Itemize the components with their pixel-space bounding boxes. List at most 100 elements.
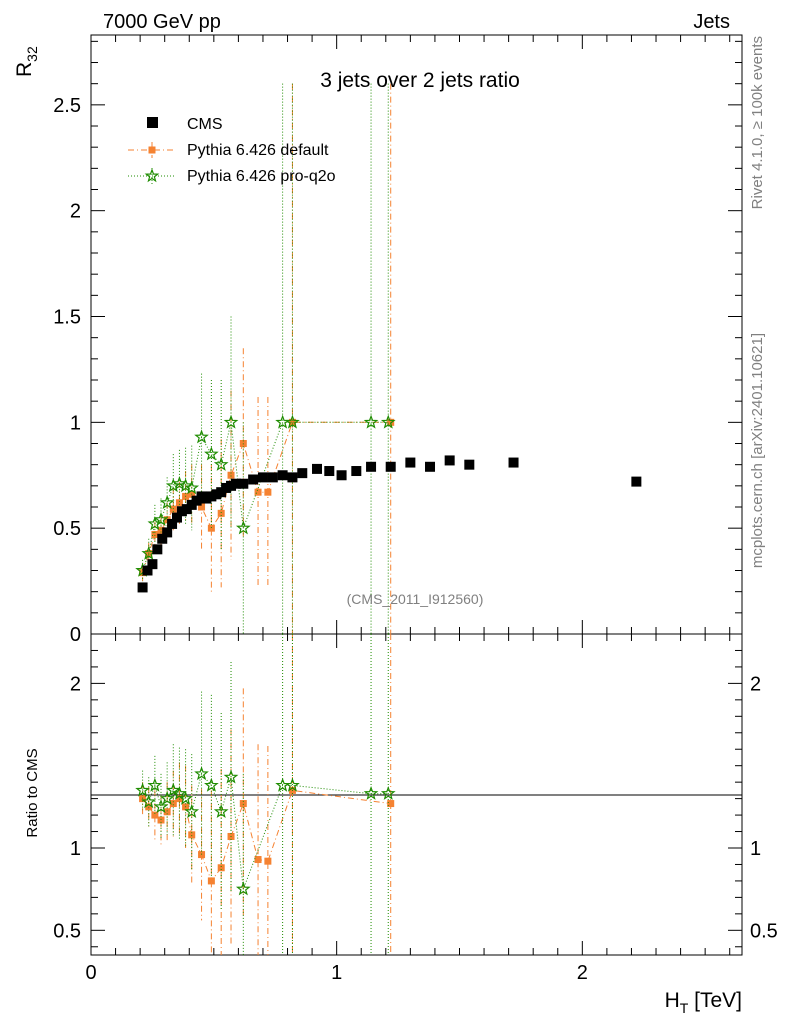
data-point-ratio-proq2o xyxy=(141,794,157,809)
legend-label-proq2o: Pythia 6.426 pro-q2o xyxy=(187,168,336,185)
data-point-cms xyxy=(385,461,396,472)
data-point-ratio-default xyxy=(387,800,395,808)
data-point-main-default xyxy=(151,531,159,539)
data-point-cms xyxy=(162,527,173,538)
rivet-label: Rivet 4.1.0, ≥ 100k events xyxy=(749,36,766,209)
series-line-main-proq2o xyxy=(142,421,389,571)
x-tick-label: 1 xyxy=(331,962,342,984)
data-point-ratio-default xyxy=(264,857,272,865)
legend-label-default: Pythia 6.426 default xyxy=(187,142,329,159)
data-point-cms xyxy=(351,466,362,477)
y-tick-label-ratio: 0.5 xyxy=(53,920,81,942)
legend-marker-default xyxy=(148,146,156,154)
data-point-cms xyxy=(336,470,347,481)
data-point-ratio-proq2o xyxy=(165,782,181,797)
data-point-main-proq2o xyxy=(172,475,187,490)
data-point-main-proq2o xyxy=(178,478,193,493)
data-point-main-default xyxy=(169,505,177,513)
data-point-ratio-proq2o xyxy=(194,766,209,781)
data-point-cms xyxy=(267,472,278,483)
main-panel-marks xyxy=(135,83,642,634)
data-point-ratio-proq2o xyxy=(204,777,219,792)
y-axis-label-ratio: Ratio to CMS xyxy=(24,748,41,837)
data-point-cms xyxy=(405,457,416,468)
data-point-ratio-default xyxy=(157,816,165,824)
data-point-main-default xyxy=(198,503,206,511)
data-point-ratio-default xyxy=(217,864,225,872)
data-point-cms xyxy=(425,461,436,472)
legend-marker-cms xyxy=(147,117,158,128)
legend: CMS Pythia 6.426 default Pythia 6.426 pr… xyxy=(128,116,336,185)
data-point-main-default xyxy=(227,471,235,479)
data-point-main-proq2o xyxy=(194,429,209,444)
data-point-main-default xyxy=(254,488,262,496)
data-point-cms xyxy=(287,472,298,483)
y-tick-label-ratio-right: 2 xyxy=(750,673,761,695)
watermark: (CMS_2011_I912560) xyxy=(347,591,484,607)
y-tick-label-ratio-right: 1 xyxy=(750,838,761,860)
data-point-ratio-proq2o xyxy=(235,881,251,896)
data-point-cms xyxy=(171,512,182,523)
y-tick-label-main: 2.5 xyxy=(53,95,81,117)
data-point-ratio-proq2o xyxy=(178,790,193,805)
y-tick-label-main: 1.5 xyxy=(53,307,81,329)
y-tick-label-main: 0 xyxy=(70,624,81,646)
header-left: 7000 GeV pp xyxy=(103,11,221,33)
data-point-main-proq2o xyxy=(165,478,181,493)
data-point-ratio-default xyxy=(151,811,159,819)
data-point-ratio-proq2o xyxy=(285,777,300,792)
data-point-cms xyxy=(508,457,519,468)
x-tick-label: 2 xyxy=(577,962,588,984)
data-point-cms xyxy=(324,466,335,477)
data-point-cms xyxy=(142,565,153,576)
data-point-cms xyxy=(238,478,249,489)
data-point-cms xyxy=(277,470,288,481)
data-point-ratio-default xyxy=(254,856,262,864)
data-point-main-proq2o xyxy=(223,414,239,429)
data-point-main-default xyxy=(288,418,296,426)
data-point-main-proq2o xyxy=(380,414,396,429)
data-point-ratio-proq2o xyxy=(135,782,150,797)
data-point-ratio-proq2o xyxy=(223,769,239,784)
data-point-main-proq2o xyxy=(184,480,200,495)
data-point-ratio-proq2o xyxy=(213,804,229,819)
data-point-main-default xyxy=(217,509,225,517)
data-point-cms xyxy=(152,544,163,555)
legend-marker-proq2o xyxy=(144,168,160,183)
y-tick-label-ratio: 2 xyxy=(70,673,81,695)
data-point-cms xyxy=(248,474,259,485)
axis-ticks xyxy=(90,35,742,955)
ratio-panel-marks xyxy=(135,634,396,955)
legend-label-cms: CMS xyxy=(187,116,223,133)
data-point-ratio-default xyxy=(188,831,196,839)
data-point-cms xyxy=(157,533,168,544)
data-point-main-proq2o xyxy=(213,456,229,471)
data-point-main-proq2o xyxy=(204,446,219,461)
data-point-cms xyxy=(257,472,268,483)
data-point-ratio-proq2o xyxy=(147,777,163,792)
x-tick-label: 0 xyxy=(85,962,96,984)
data-point-ratio-default xyxy=(207,877,215,885)
data-point-main-proq2o xyxy=(147,516,163,531)
header-right: Jets xyxy=(693,11,730,33)
data-point-ratio-proq2o xyxy=(153,799,169,814)
data-point-ratio-proq2o xyxy=(184,804,200,819)
data-point-main-default xyxy=(264,488,272,496)
data-point-cms xyxy=(312,463,323,474)
data-point-main-default xyxy=(175,499,183,507)
data-point-ratio-default xyxy=(163,808,171,816)
y-tick-label-main: 1 xyxy=(70,412,81,434)
tick-labels: 0 1 200.511.522.50.5 0.51 12 2 xyxy=(53,95,778,984)
mcplots-label: mcplots.cern.ch [arXiv:2401.10621] xyxy=(749,333,766,568)
data-point-cms xyxy=(230,478,241,489)
data-point-ratio-default xyxy=(145,803,153,811)
data-point-cms xyxy=(147,559,158,570)
data-point-main-proq2o xyxy=(363,414,379,429)
data-point-cms xyxy=(444,455,455,466)
data-point-main-default xyxy=(207,524,215,532)
data-point-ratio-proq2o xyxy=(363,785,379,800)
data-point-main-proq2o xyxy=(285,414,300,429)
y-tick-label-ratio: 1 xyxy=(70,838,81,860)
x-axis-label: HT [TeV] xyxy=(665,989,742,1016)
